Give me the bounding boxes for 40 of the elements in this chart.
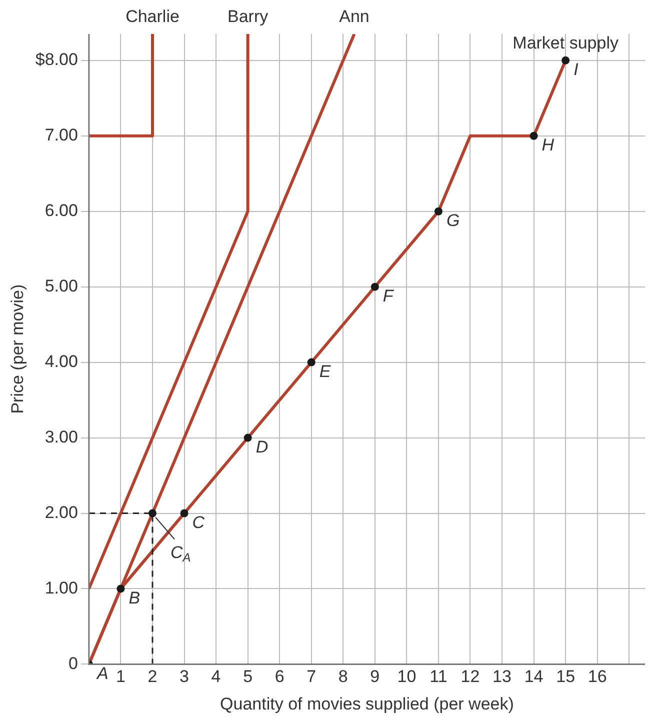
x-axis-title: Quantity of movies supplied (per week) xyxy=(220,694,514,714)
x-tick-label: 5 xyxy=(243,667,253,686)
series-label: Market supply xyxy=(512,34,619,53)
x-tick-label: 6 xyxy=(274,667,284,686)
y-tick-label: 3.00 xyxy=(44,427,78,446)
annotation: F xyxy=(382,286,395,306)
x-tick-label: 3 xyxy=(180,667,189,686)
x-tick-label: 11 xyxy=(430,667,448,686)
annotation: D xyxy=(256,438,268,457)
x-tick-label: 4 xyxy=(211,667,221,686)
x-tick-label: 1 xyxy=(116,667,126,686)
series-label: Barry xyxy=(228,7,269,26)
series-label: Charlie xyxy=(126,7,180,26)
annotation: E xyxy=(319,362,332,382)
annotation: H xyxy=(542,136,555,155)
annotation: A xyxy=(96,664,108,683)
x-tick-label: 14 xyxy=(524,667,544,686)
y-axis-title: Price (per movie) xyxy=(8,284,27,414)
annotation: I xyxy=(574,60,579,80)
x-tick-label: 7 xyxy=(306,667,316,686)
x-tick-label: 10 xyxy=(397,667,416,686)
x-tick-label: 8 xyxy=(338,667,348,686)
y-tick-label: $8.00 xyxy=(35,50,78,70)
y-tick-label: 1.00 xyxy=(44,578,78,598)
series-label: Ann xyxy=(339,7,370,26)
annotation: C xyxy=(192,512,206,532)
x-tick-label: 15 xyxy=(556,667,576,686)
y-tick-label: 5.00 xyxy=(44,276,78,296)
x-tick-label: 9 xyxy=(370,667,380,686)
x-tick-label: 12 xyxy=(460,667,480,686)
annotation: G xyxy=(446,211,460,230)
y-tick-label: 2.00 xyxy=(44,502,78,522)
y-tick-label: 6.00 xyxy=(44,201,78,220)
y-tick-label: 4.00 xyxy=(44,352,78,371)
annotation: B xyxy=(128,588,140,608)
x-tick-label: 16 xyxy=(588,667,607,686)
x-tick-label: 13 xyxy=(492,667,512,686)
y-tick-label: 7.00 xyxy=(44,126,78,145)
x-tick-label: 2 xyxy=(148,667,158,686)
y-tick-label: 0 xyxy=(68,654,78,673)
